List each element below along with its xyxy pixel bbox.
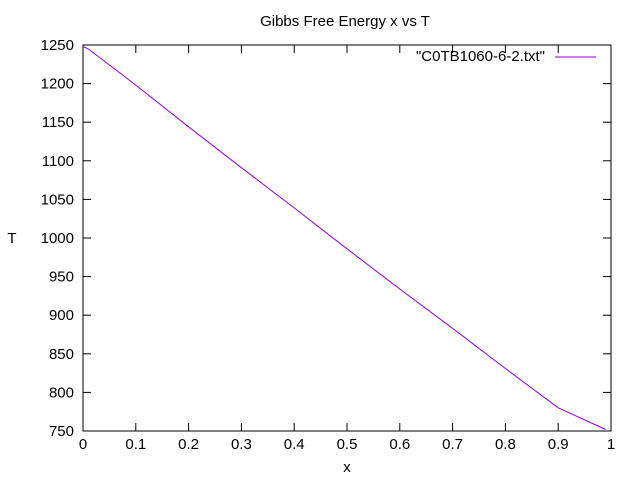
y-tick-label: 750 [49,423,74,440]
x-tick-label: 0 [79,436,87,453]
series-line [82,46,606,430]
y-tick-label: 1150 [42,114,74,131]
x-tick-label: 0.2 [178,436,199,453]
y-tick-label: 1250 [41,37,74,54]
x-tick-label: 0.6 [389,436,410,453]
x-axis-label: x [343,459,351,476]
legend-label: "C0TB1060-6-2.txt" [416,48,545,65]
x-tick-label: 0.7 [442,436,463,453]
y-tick-label: 950 [49,269,74,286]
axis-ticks [82,44,612,432]
y-tick-label: 850 [49,346,74,363]
x-tick-label: 0.4 [284,436,305,453]
x-tick-label: 0.1 [125,436,146,453]
y-tick-label: 900 [49,307,74,324]
x-tick-label: 1 [607,436,615,453]
y-tick-label: 1100 [42,153,74,170]
series-group [82,46,606,430]
y-tick-label: 1000 [41,230,74,247]
axis-tick-labels: 0 0.1 0.2 0.3 0.4 0.5 0.6 0.7 0.8 0.9 1 750 800 850 90… [41,37,616,453]
x-tick-label: 0.8 [495,436,516,453]
plot-frame [82,44,612,432]
x-tick-label: 0.5 [337,436,358,453]
y-tick-label: 800 [49,384,74,401]
legend: "C0TB1060-6-2.txt" [416,48,596,65]
y-tick-label: 1200 [41,76,74,93]
chart-title: Gibbs Free Energy x vs T [260,13,430,30]
y-axis-label: T [7,230,16,247]
y-tick-label: 1050 [41,191,74,208]
x-tick-label: 0.9 [548,436,569,453]
x-tick-label: 0.3 [231,436,252,453]
